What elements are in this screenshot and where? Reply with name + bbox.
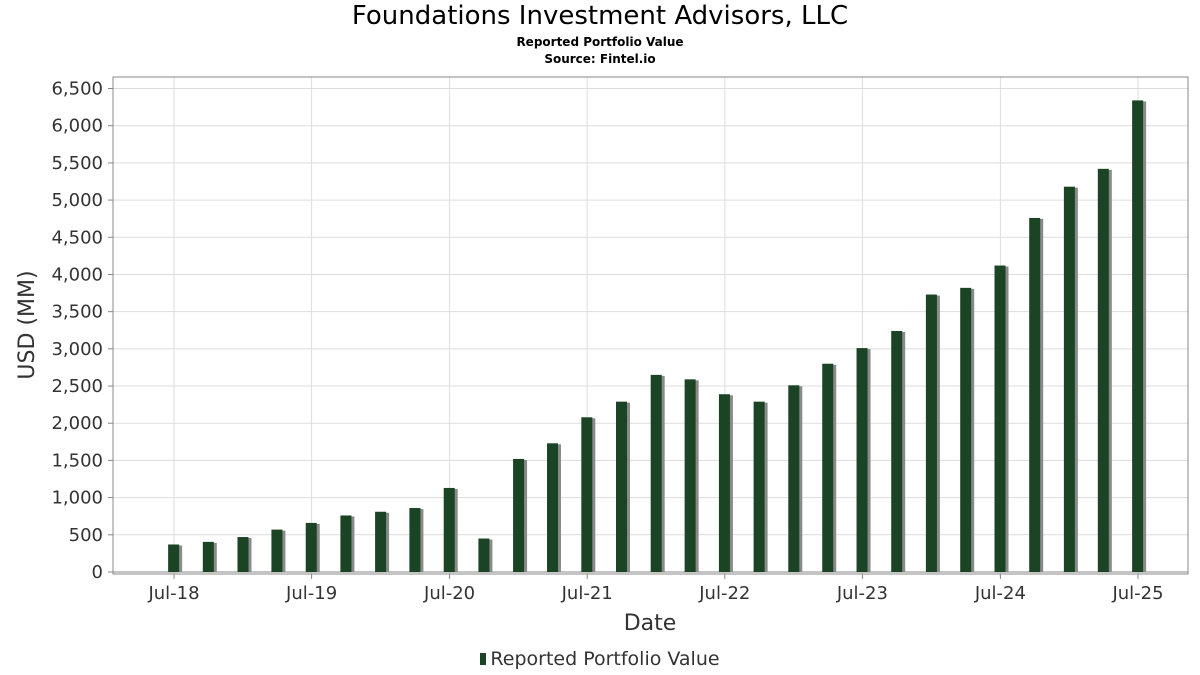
bar xyxy=(443,487,455,572)
bar xyxy=(650,374,662,572)
y-tick-label: 1,000 xyxy=(51,488,103,509)
bar xyxy=(375,511,387,572)
x-tick-label: Jul-23 xyxy=(836,583,888,604)
y-tick-label: 2,500 xyxy=(51,376,103,397)
bar xyxy=(960,287,972,572)
bar xyxy=(718,394,730,572)
bar xyxy=(994,265,1006,572)
bar xyxy=(1029,217,1041,572)
y-tick-label: 5,500 xyxy=(51,153,103,174)
x-tick-label: Jul-18 xyxy=(147,583,199,604)
x-tick-label: Jul-20 xyxy=(423,583,475,604)
y-tick-label: 6,000 xyxy=(51,116,103,137)
bar xyxy=(925,294,937,572)
bar xyxy=(409,508,421,572)
chart-subtitle: Reported Portfolio Value xyxy=(516,35,684,49)
x-tick-label: Jul-21 xyxy=(561,583,613,604)
bar xyxy=(478,538,490,572)
y-tick-label: 3,000 xyxy=(51,339,103,360)
bar xyxy=(684,379,696,572)
x-axis-ticks: Jul-18 Jul-19 Jul-20 Jul-21 Jul-22 Jul-23 Jul-… xyxy=(147,574,1164,604)
plot-frame xyxy=(112,76,1189,575)
y-tick-label: 6,500 xyxy=(51,79,103,100)
y-tick-label: 4,500 xyxy=(51,227,103,248)
y-tick-label: 4,000 xyxy=(51,264,103,285)
y-tick-label: 0 xyxy=(92,562,103,583)
y-axis-ticks: 0 500 1,000 1,500 2,000 2,500 3,000 3,500 4,000 4… xyxy=(51,79,113,583)
bar xyxy=(891,330,903,572)
bar xyxy=(547,443,559,572)
bar xyxy=(340,515,352,572)
chart-source: Source: Fintel.io xyxy=(544,52,656,66)
bar xyxy=(616,401,628,572)
legend-label: Reported Portfolio Value xyxy=(490,648,720,670)
x-tick-label: Jul-25 xyxy=(1111,583,1163,604)
bars xyxy=(168,100,1147,573)
bar xyxy=(305,522,317,572)
legend: Reported Portfolio Value xyxy=(0,648,1200,670)
bar xyxy=(1132,100,1144,572)
y-axis-label: USD (MM) xyxy=(15,270,40,379)
bar xyxy=(822,363,834,572)
x-tick-label: Jul-22 xyxy=(698,583,750,604)
bar xyxy=(1097,168,1109,572)
gridlines xyxy=(113,77,1188,574)
x-axis-label: Date xyxy=(624,611,677,636)
bar xyxy=(753,401,765,572)
y-tick-label: 2,000 xyxy=(51,413,103,434)
y-tick-label: 3,500 xyxy=(51,302,103,323)
chart-title: Foundations Investment Advisors, LLC xyxy=(351,1,849,31)
x-tick-label: Jul-24 xyxy=(974,583,1026,604)
bar xyxy=(581,417,593,572)
legend-swatch xyxy=(480,653,487,665)
bar xyxy=(513,458,525,572)
bar xyxy=(202,541,214,572)
y-tick-label: 5,000 xyxy=(51,190,103,211)
bar xyxy=(1063,186,1075,573)
bar xyxy=(788,385,800,572)
bar xyxy=(271,529,283,572)
bar xyxy=(856,348,868,572)
bar xyxy=(168,544,180,572)
y-tick-label: 1,500 xyxy=(51,450,103,471)
x-tick-label: Jul-19 xyxy=(285,583,337,604)
bar xyxy=(237,537,249,572)
y-tick-label: 500 xyxy=(69,525,103,546)
